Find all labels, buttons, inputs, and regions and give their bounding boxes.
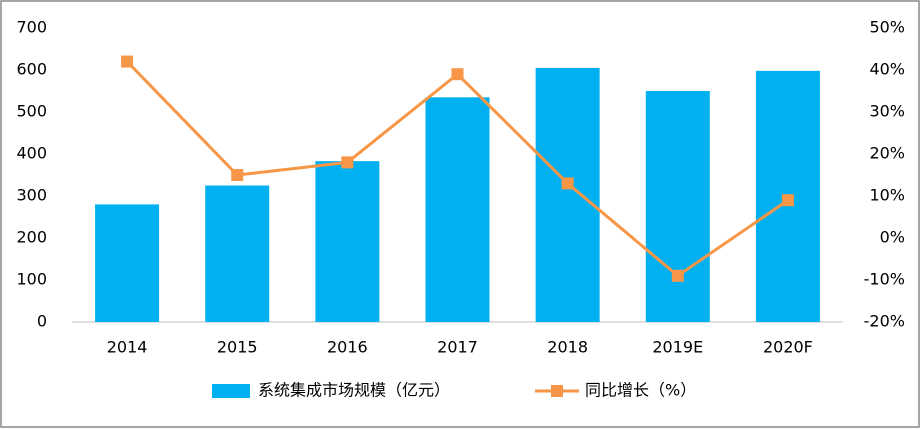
marker <box>671 269 684 282</box>
x-tick-label: 2014 <box>107 338 148 357</box>
x-tick-label: 2016 <box>327 338 368 357</box>
y-tick-label: 600 <box>16 60 47 79</box>
legend-label: 同比增长（%） <box>585 381 696 400</box>
y2-tick-label: 40% <box>869 60 905 79</box>
y-tick-label: 700 <box>16 18 47 37</box>
y2-tick-label: -10% <box>864 270 905 289</box>
marker <box>451 68 464 81</box>
x-tick-label: 2019E <box>652 338 703 357</box>
y2-tick-label: 20% <box>869 144 905 163</box>
bar <box>315 161 380 322</box>
y-tick-label: 400 <box>16 144 47 163</box>
marker <box>231 169 244 181</box>
legend-label: 系统集成市场规模（亿元） <box>258 381 450 400</box>
legend-swatch <box>212 384 250 398</box>
marker <box>561 177 574 190</box>
y-tick-label: 100 <box>16 270 47 289</box>
y2-tick-label: 50% <box>869 18 905 37</box>
y-tick-label: 0 <box>37 312 47 331</box>
x-tick-label: 2018 <box>547 338 588 357</box>
y2-tick-label: 0% <box>880 228 905 247</box>
y2-tick-label: 30% <box>869 102 905 121</box>
y-tick-label: 200 <box>16 228 47 247</box>
y2-tick-label: -20% <box>864 312 905 331</box>
bar <box>205 185 270 322</box>
y2-tick-label: 10% <box>869 186 905 205</box>
legend-marker <box>551 385 563 397</box>
marker <box>781 194 794 207</box>
bar <box>535 67 600 323</box>
x-tick-label: 2015 <box>217 338 258 357</box>
y-tick-label: 500 <box>16 102 47 121</box>
y-tick-label: 300 <box>16 186 47 205</box>
marker <box>121 55 134 68</box>
x-tick-label: 2020F <box>763 338 813 357</box>
bar <box>95 204 160 322</box>
x-tick-label: 2017 <box>437 338 478 357</box>
marker <box>341 156 354 169</box>
bar <box>645 91 710 322</box>
bar <box>425 97 490 322</box>
